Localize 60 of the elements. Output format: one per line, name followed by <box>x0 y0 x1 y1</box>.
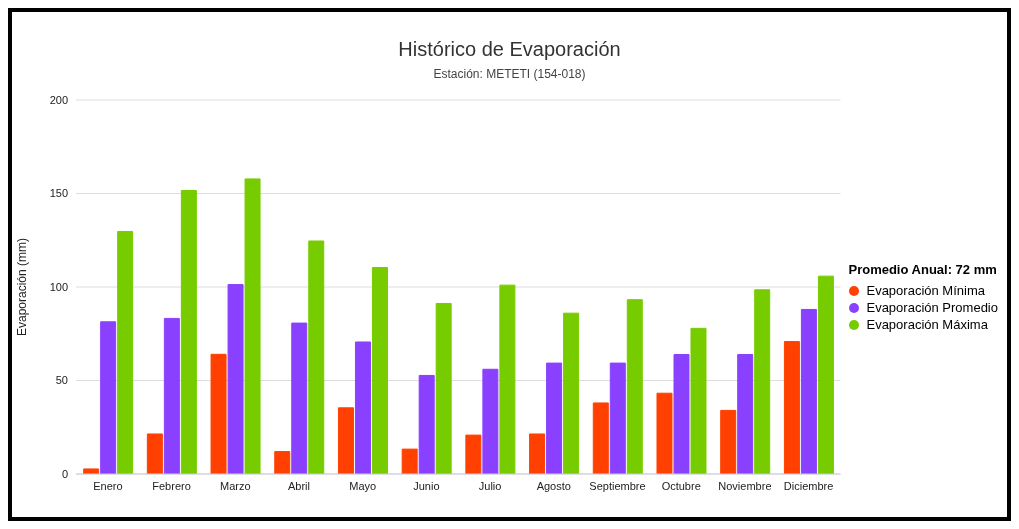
bar <box>354 341 371 474</box>
bar <box>274 451 291 474</box>
bar <box>83 468 100 474</box>
bar <box>482 368 499 474</box>
x-tick-label: Septiembre <box>589 479 646 492</box>
chart-subtitle: Estación: METETI (154-018) <box>432 67 587 81</box>
x-tick-label: Febrero <box>152 479 191 492</box>
x-tick-label: Julio <box>478 479 502 492</box>
bar <box>465 434 482 474</box>
bar <box>626 299 643 474</box>
bar <box>563 312 580 474</box>
bar <box>499 284 516 474</box>
x-tick-label: Marzo <box>219 479 251 492</box>
bar <box>401 448 418 474</box>
bar <box>227 284 244 474</box>
bar <box>371 267 388 474</box>
x-tick-label: Mayo <box>349 479 377 492</box>
legend-label: Evaporación Mínima <box>866 283 985 298</box>
bar <box>800 308 817 474</box>
x-tick-label: Junio <box>413 479 440 492</box>
bar <box>291 322 308 474</box>
bar <box>673 354 690 474</box>
bar <box>100 321 117 474</box>
bar <box>783 341 800 474</box>
y-tick-label: 0 <box>61 467 68 480</box>
bar <box>163 317 180 474</box>
bar <box>210 353 227 474</box>
y-tick-label: 50 <box>55 374 68 387</box>
bar <box>529 433 546 474</box>
chart-title: Histórico de Evaporación <box>397 38 622 61</box>
bar <box>308 240 325 474</box>
x-tick-label: Octubre <box>661 479 701 492</box>
y-axis-title: Evaporación (mm) <box>15 237 30 337</box>
bar <box>146 433 163 474</box>
x-tick-label: Agosto <box>536 479 571 492</box>
bar <box>754 289 771 474</box>
x-tick-label: Noviembre <box>718 479 772 492</box>
y-tick-label: 100 <box>49 280 68 293</box>
bar <box>418 374 435 474</box>
bar <box>592 402 609 474</box>
x-tick-label: Enero <box>93 479 123 492</box>
x-tick-label: Diciembre <box>783 479 834 492</box>
bar <box>244 178 261 474</box>
bar <box>435 302 452 474</box>
x-tick-label: Abril <box>287 479 310 492</box>
y-tick-label: 200 <box>49 93 68 106</box>
bar <box>180 190 197 474</box>
bar <box>690 327 707 474</box>
bar <box>609 362 626 474</box>
bar <box>737 354 754 474</box>
bar <box>117 230 134 474</box>
legend-label: Evaporación Promedio <box>866 300 998 315</box>
bar <box>656 392 673 474</box>
bar <box>817 275 834 474</box>
legend-label: Evaporación Máxima <box>866 317 988 332</box>
y-tick-label: 150 <box>49 187 68 200</box>
bar <box>546 362 563 474</box>
bar <box>720 409 737 474</box>
legend-title: Promedio Anual: 72 mm <box>848 262 998 277</box>
bar <box>337 407 354 474</box>
